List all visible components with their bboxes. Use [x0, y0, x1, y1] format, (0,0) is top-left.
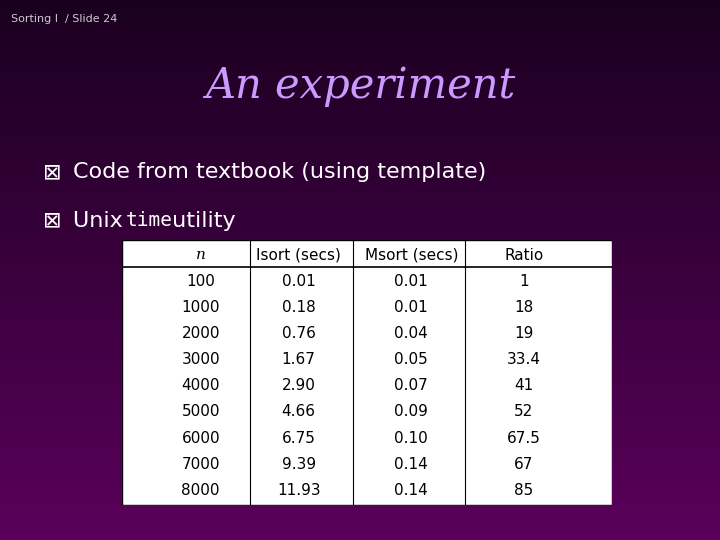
Text: 0.01: 0.01 [395, 300, 428, 315]
Text: 0.04: 0.04 [395, 326, 428, 341]
Text: Isort (secs): Isort (secs) [256, 248, 341, 263]
Text: utility: utility [165, 211, 235, 231]
Text: 2000: 2000 [181, 326, 220, 341]
Text: An experiment: An experiment [205, 65, 515, 107]
Text: 0.05: 0.05 [395, 352, 428, 367]
Text: 0.10: 0.10 [395, 431, 428, 445]
FancyBboxPatch shape [122, 240, 612, 505]
Text: 0.09: 0.09 [395, 404, 428, 420]
Text: 2.90: 2.90 [282, 379, 315, 393]
Text: 5000: 5000 [181, 404, 220, 420]
Text: 0.14: 0.14 [395, 483, 428, 498]
Text: 0.76: 0.76 [282, 326, 315, 341]
Text: 67.5: 67.5 [507, 431, 541, 445]
Text: 33.4: 33.4 [507, 352, 541, 367]
Text: time: time [126, 211, 173, 229]
Text: 8000: 8000 [181, 483, 220, 498]
Text: 85: 85 [514, 483, 534, 498]
Text: 41: 41 [514, 379, 534, 393]
Text: ⊠: ⊠ [43, 211, 69, 231]
Text: 18: 18 [514, 300, 534, 315]
Text: 1.67: 1.67 [282, 352, 315, 367]
Text: 1000: 1000 [181, 300, 220, 315]
Text: 4000: 4000 [181, 379, 220, 393]
Text: Code from textbook (using template): Code from textbook (using template) [73, 162, 487, 182]
Text: 4.66: 4.66 [282, 404, 315, 420]
Text: Ratio: Ratio [504, 248, 544, 263]
Text: ⊠: ⊠ [43, 162, 69, 182]
Text: 7000: 7000 [181, 457, 220, 472]
Text: 100: 100 [186, 274, 215, 289]
Text: 3000: 3000 [181, 352, 220, 367]
Text: 6000: 6000 [181, 431, 220, 445]
Text: 0.14: 0.14 [395, 457, 428, 472]
Text: 0.01: 0.01 [282, 274, 315, 289]
Text: 0.07: 0.07 [395, 379, 428, 393]
Text: 0.18: 0.18 [282, 300, 315, 315]
Text: 52: 52 [514, 404, 534, 420]
Text: Sorting I  / Slide 24: Sorting I / Slide 24 [11, 14, 117, 24]
Text: 19: 19 [514, 326, 534, 341]
Text: 11.93: 11.93 [277, 483, 320, 498]
Text: n: n [196, 248, 206, 262]
Text: 6.75: 6.75 [282, 431, 315, 445]
Text: Unix: Unix [73, 211, 130, 231]
Text: Msort (secs): Msort (secs) [364, 248, 458, 263]
Text: 9.39: 9.39 [282, 457, 315, 472]
Text: 67: 67 [514, 457, 534, 472]
Text: 0.01: 0.01 [395, 274, 428, 289]
Text: 1: 1 [519, 274, 528, 289]
